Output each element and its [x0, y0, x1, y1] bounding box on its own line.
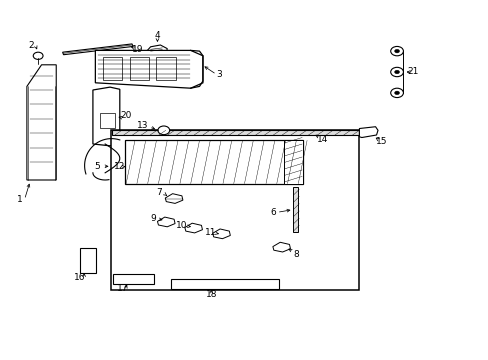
Bar — [283, 140, 303, 184]
Bar — [100, 113, 115, 128]
Polygon shape — [145, 45, 167, 56]
Polygon shape — [359, 127, 377, 138]
Text: 7: 7 — [156, 188, 162, 197]
Polygon shape — [212, 229, 230, 239]
Polygon shape — [62, 44, 133, 55]
Text: 9: 9 — [150, 213, 156, 222]
Text: 5: 5 — [94, 162, 100, 171]
Polygon shape — [184, 223, 202, 233]
Circle shape — [390, 46, 403, 56]
Text: 8: 8 — [292, 250, 298, 259]
Text: 1: 1 — [17, 195, 22, 204]
Polygon shape — [272, 242, 290, 252]
Circle shape — [390, 67, 403, 77]
Bar — [102, 57, 122, 80]
Bar — [124, 140, 303, 184]
Polygon shape — [95, 50, 203, 88]
Polygon shape — [293, 187, 298, 232]
Text: 6: 6 — [269, 208, 275, 217]
Circle shape — [394, 91, 399, 95]
Bar — [113, 274, 153, 284]
Polygon shape — [112, 130, 359, 135]
Circle shape — [33, 52, 43, 59]
Text: 16: 16 — [74, 274, 85, 282]
Text: 21: 21 — [407, 68, 418, 77]
Polygon shape — [165, 194, 183, 203]
Polygon shape — [27, 65, 56, 180]
Circle shape — [394, 49, 399, 53]
Text: 20: 20 — [120, 111, 131, 120]
Polygon shape — [111, 130, 359, 290]
Circle shape — [390, 88, 403, 98]
Text: 11: 11 — [204, 228, 216, 237]
Text: 10: 10 — [176, 221, 187, 230]
Text: 2: 2 — [28, 40, 34, 49]
Text: 4: 4 — [154, 31, 160, 40]
Polygon shape — [93, 87, 120, 146]
Text: 19: 19 — [132, 45, 143, 54]
Text: 15: 15 — [375, 137, 386, 146]
Circle shape — [394, 70, 399, 74]
Text: 3: 3 — [216, 70, 222, 79]
Bar — [156, 57, 176, 80]
Bar — [129, 57, 149, 80]
Text: 12: 12 — [113, 162, 125, 171]
Circle shape — [158, 126, 169, 135]
Bar — [80, 248, 96, 273]
Text: 17: 17 — [116, 284, 128, 293]
Text: 18: 18 — [205, 290, 217, 299]
Text: 14: 14 — [316, 135, 328, 144]
Text: 13: 13 — [137, 121, 148, 130]
Polygon shape — [157, 217, 175, 227]
Bar — [171, 279, 278, 289]
